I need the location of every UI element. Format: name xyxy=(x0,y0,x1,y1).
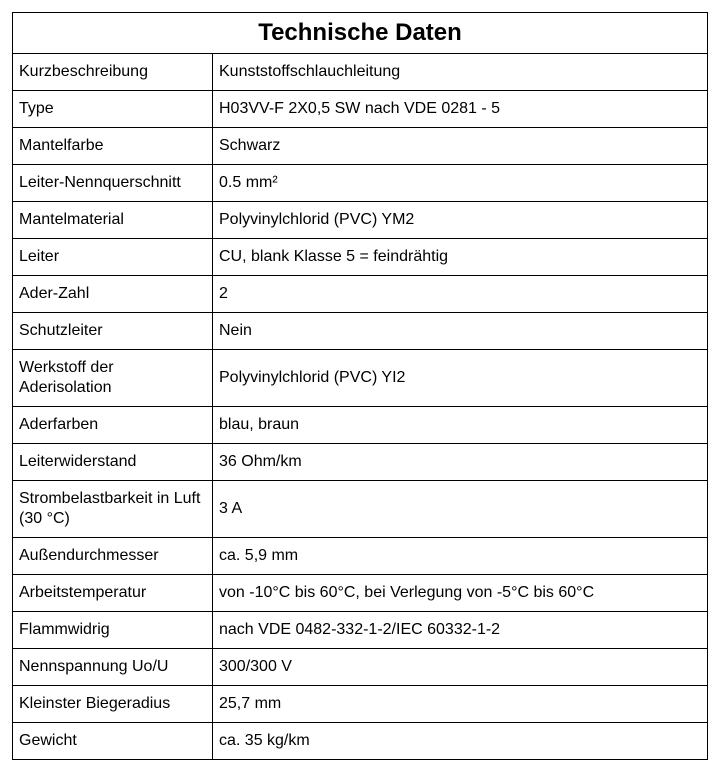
spec-label: Mantelmaterial xyxy=(13,202,213,239)
table-row: Nennspannung Uo/U300/300 V xyxy=(13,649,708,686)
spec-label: Schutzleiter xyxy=(13,313,213,350)
spec-value: 25,7 mm xyxy=(213,686,708,723)
spec-value: Kunststoffschlauchleitung xyxy=(213,54,708,91)
table-row: Strombelastbarkeit in Luft (30 °C)3 A xyxy=(13,481,708,538)
table-row: Arbeitstemperaturvon -10°C bis 60°C, bei… xyxy=(13,575,708,612)
spec-value: blau, braun xyxy=(213,407,708,444)
spec-label: Außendurchmesser xyxy=(13,538,213,575)
spec-value: 300/300 V xyxy=(213,649,708,686)
table-row: Ader-Zahl2 xyxy=(13,276,708,313)
spec-label: Kleinster Biegeradius xyxy=(13,686,213,723)
table-row: Kleinster Biegeradius25,7 mm xyxy=(13,686,708,723)
spec-value: 3 A xyxy=(213,481,708,538)
spec-label: Kurzbeschreibung xyxy=(13,54,213,91)
spec-label: Flammwidrig xyxy=(13,612,213,649)
table-row: Außendurchmesserca. 5,9 mm xyxy=(13,538,708,575)
table-row: Leiterwiderstand36 Ohm/km xyxy=(13,444,708,481)
table-row: MantelfarbeSchwarz xyxy=(13,128,708,165)
spec-value: Polyvinylchlorid (PVC) YM2 xyxy=(213,202,708,239)
table-row: Werkstoff der AderisolationPolyvinylchlo… xyxy=(13,350,708,407)
spec-value: 0.5 mm² xyxy=(213,165,708,202)
table-row: Aderfarbenblau, braun xyxy=(13,407,708,444)
table-row: MantelmaterialPolyvinylchlorid (PVC) YM2 xyxy=(13,202,708,239)
spec-value: nach VDE 0482-332-1-2/IEC 60332-1-2 xyxy=(213,612,708,649)
spec-label: Leiter-Nennquerschnitt xyxy=(13,165,213,202)
spec-label: Aderfarben xyxy=(13,407,213,444)
spec-label: Strombelastbarkeit in Luft (30 °C) xyxy=(13,481,213,538)
spec-label: Type xyxy=(13,91,213,128)
spec-value: H03VV-F 2X0,5 SW nach VDE 0281 - 5 xyxy=(213,91,708,128)
table-title: Technische Daten xyxy=(13,13,708,54)
spec-value: von -10°C bis 60°C, bei Verlegung von -5… xyxy=(213,575,708,612)
spec-value: 2 xyxy=(213,276,708,313)
spec-label: Nennspannung Uo/U xyxy=(13,649,213,686)
table-row: Flammwidrignach VDE 0482-332-1-2/IEC 603… xyxy=(13,612,708,649)
spec-value: 36 Ohm/km xyxy=(213,444,708,481)
table-row: SchutzleiterNein xyxy=(13,313,708,350)
table-row: Leiter-Nennquerschnitt0.5 mm² xyxy=(13,165,708,202)
spec-label: Leiter xyxy=(13,239,213,276)
spec-value: Nein xyxy=(213,313,708,350)
spec-label: Ader-Zahl xyxy=(13,276,213,313)
table-row: LeiterCU, blank Klasse 5 = feindrähtig xyxy=(13,239,708,276)
spec-label: Werkstoff der Aderisolation xyxy=(13,350,213,407)
table-row: KurzbeschreibungKunststoffschlauchleitun… xyxy=(13,54,708,91)
spec-value: ca. 5,9 mm xyxy=(213,538,708,575)
spec-label: Mantelfarbe xyxy=(13,128,213,165)
spec-value: CU, blank Klasse 5 = feindrähtig xyxy=(213,239,708,276)
spec-value: Schwarz xyxy=(213,128,708,165)
spec-label: Gewicht xyxy=(13,723,213,760)
spec-label: Arbeitstemperatur xyxy=(13,575,213,612)
spec-value: Polyvinylchlorid (PVC) YI2 xyxy=(213,350,708,407)
spec-value: ca. 35 kg/km xyxy=(213,723,708,760)
table-body: KurzbeschreibungKunststoffschlauchleitun… xyxy=(13,54,708,760)
spec-label: Leiterwiderstand xyxy=(13,444,213,481)
tech-data-table: Technische Daten KurzbeschreibungKunstst… xyxy=(12,12,708,760)
table-row: Gewichtca. 35 kg/km xyxy=(13,723,708,760)
table-row: TypeH03VV-F 2X0,5 SW nach VDE 0281 - 5 xyxy=(13,91,708,128)
